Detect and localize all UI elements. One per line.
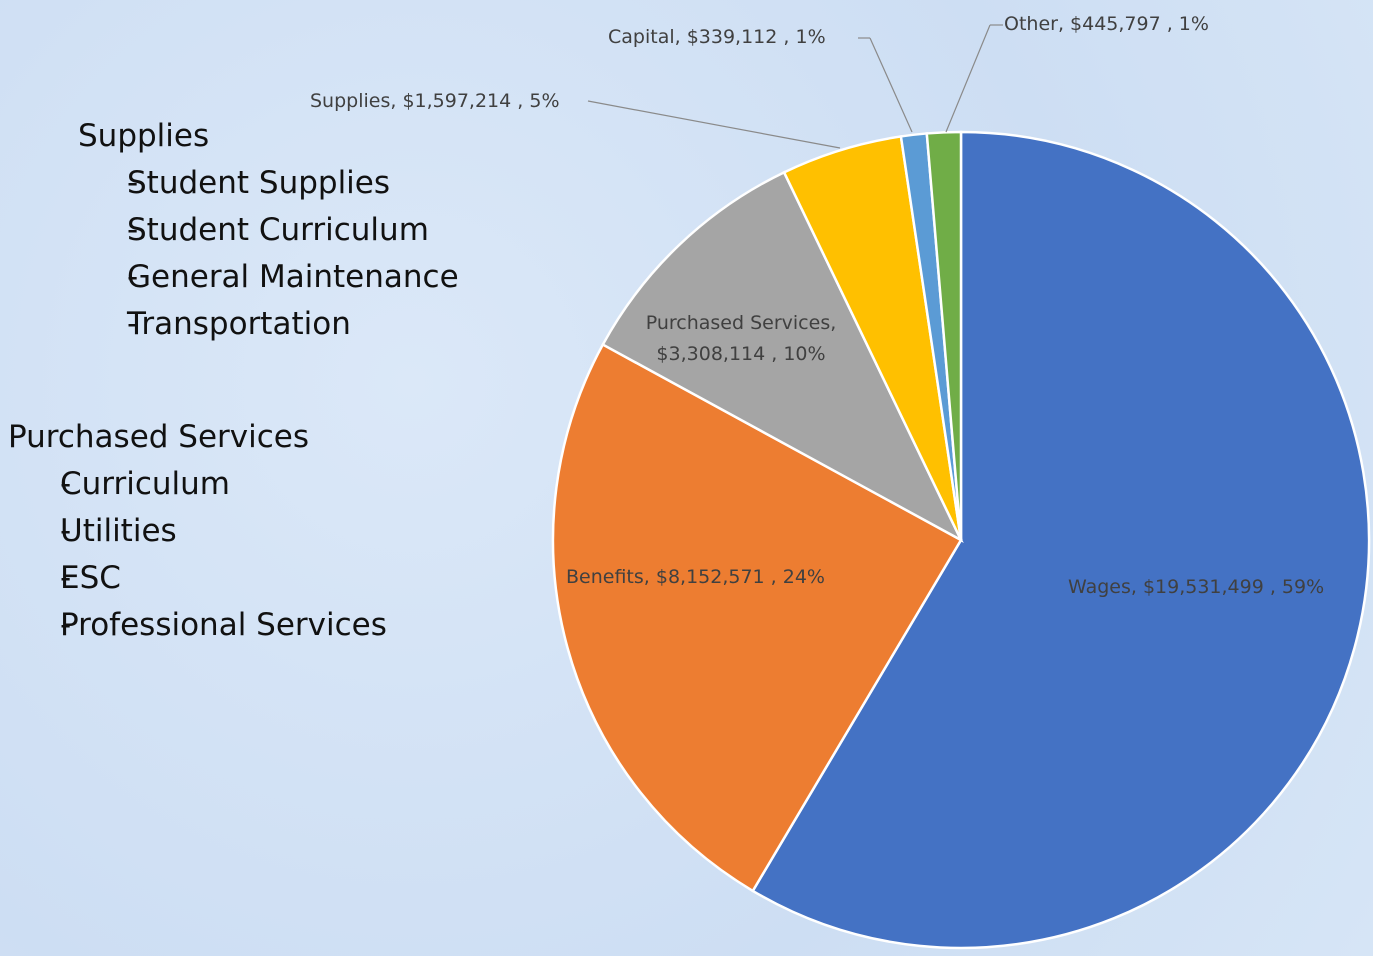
pie-slice: [751, 130, 1371, 950]
leader-line: [587, 100, 841, 149]
data-label: Wages, $19,531,499 , 59%: [1068, 576, 1325, 598]
data-label: Benefits, $8,152,571 , 24%: [566, 566, 825, 588]
pie-slice: [551, 342, 963, 893]
pie-slice: [601, 170, 964, 543]
note-block: Supplies Student SuppliesStudent Curricul…: [78, 113, 459, 348]
data-label: Other, $445,797 , 1%: [1004, 13, 1209, 35]
leader-line: [869, 37, 913, 133]
note-block: Purchased Services CurriculumUtilitiesESC…: [8, 414, 387, 649]
note-item: General Maintenance: [78, 254, 459, 301]
note-item: Student Supplies: [78, 160, 459, 207]
leader-line: [945, 24, 991, 133]
note-item: Professional Services: [8, 602, 387, 649]
note-item: Student Curriculum: [78, 207, 459, 254]
data-label: Supplies, $1,597,214 , 5%: [310, 90, 560, 112]
data-label: Purchased Services, $3,308,114 , 10%: [645, 312, 837, 365]
note-heading: Supplies: [78, 118, 210, 154]
data-label: Capital, $339,112 , 1%: [608, 26, 826, 48]
note-item: Transportation: [78, 301, 459, 348]
note-item: Utilities: [8, 508, 387, 555]
note-heading: Purchased Services: [8, 419, 310, 455]
pie-slice: [925, 130, 963, 541]
note-item: ESC: [8, 555, 387, 602]
note-item: Curriculum: [8, 461, 387, 508]
